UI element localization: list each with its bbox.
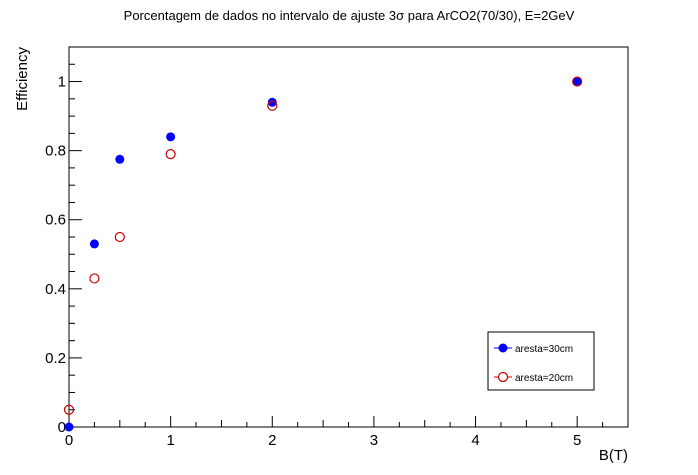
data-marks — [63, 76, 583, 432]
data-point-filled — [89, 239, 99, 249]
chart-title: Porcentagem de dados no intervalo de aju… — [124, 8, 575, 23]
x-tick-label: 5 — [573, 432, 581, 449]
y-tick-label: 0.8 — [45, 143, 66, 160]
data-point-open — [114, 231, 125, 243]
legend: aresta=30cm aresta=20cm — [487, 331, 595, 391]
data-point-open — [267, 100, 278, 111]
data-point-open — [89, 273, 100, 284]
y-tick-label: 0.2 — [45, 350, 66, 367]
axes: 0 1 2 3 4 5 0 0.2 0.4 0.6 0.8 1 — [45, 46, 629, 449]
legend-label: aresta=30cm — [515, 344, 573, 355]
y-tick-label: 0.6 — [45, 212, 66, 229]
data-point-filled — [166, 132, 176, 142]
x-tick-label: 1 — [166, 432, 174, 449]
data-point-filled — [115, 154, 125, 164]
x-tick-label: 4 — [471, 432, 479, 449]
data-point-filled — [267, 97, 277, 107]
legend-label: aresta=20cm — [515, 373, 573, 384]
data-point-open — [572, 76, 583, 87]
x-tick-label: 3 — [370, 432, 378, 449]
x-axis-title: B(T) — [599, 447, 628, 464]
data-point-filled — [64, 422, 74, 432]
y-tick-label: 0 — [58, 419, 66, 436]
y-tick-label: 1 — [58, 74, 66, 91]
series-1 — [63, 76, 583, 415]
y-tick-label: 0.4 — [45, 281, 66, 298]
data-point-open — [63, 404, 75, 415]
data-point-open — [165, 148, 176, 160]
legend-marker — [498, 343, 508, 353]
x-tick-label: 0 — [65, 432, 73, 449]
y-axis-title: Efficiency — [14, 47, 31, 111]
legend-marker — [497, 371, 509, 383]
x-tick-label: 2 — [268, 432, 276, 449]
